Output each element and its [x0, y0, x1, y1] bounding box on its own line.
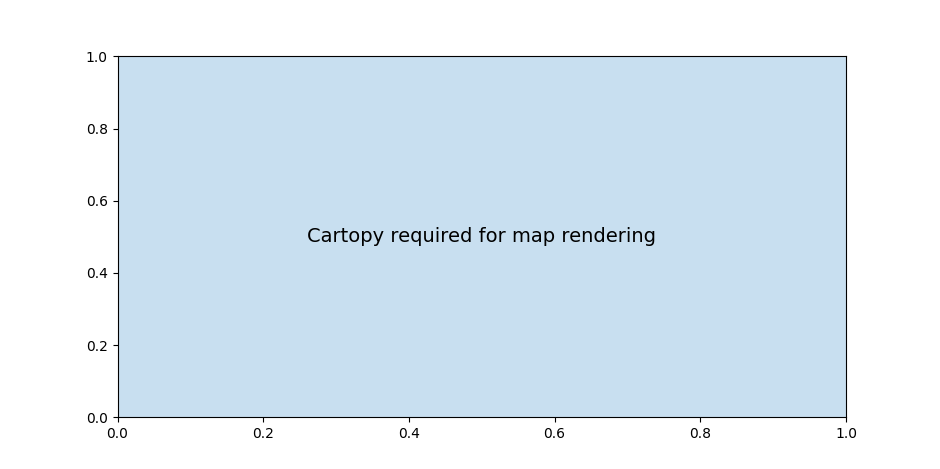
- Text: Cartopy required for map rendering: Cartopy required for map rendering: [307, 227, 656, 246]
